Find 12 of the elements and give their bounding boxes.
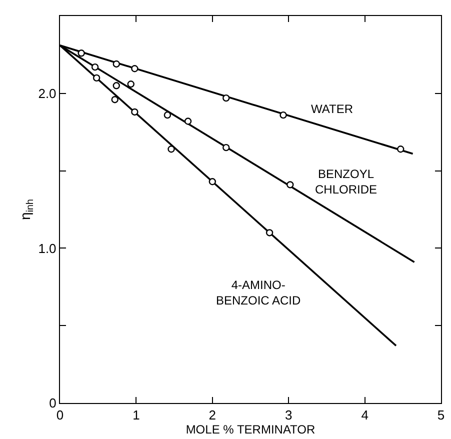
y-tick-label: 0 xyxy=(49,396,56,411)
x-tick-label: 5 xyxy=(437,408,445,423)
y-tick-label: 2.0 xyxy=(38,86,56,101)
series-label: BENZOYL CHLORIDE xyxy=(315,167,378,197)
x-tick-label: 2 xyxy=(208,408,216,423)
x-tick-label: 3 xyxy=(284,408,292,423)
series-label: WATER xyxy=(311,102,354,116)
series-label: 4-AMINO- BENZOIC ACID xyxy=(216,278,302,308)
x-tick-label: 4 xyxy=(361,408,368,423)
y-tick-label: 1.0 xyxy=(38,240,56,256)
x-tick-label: 1 xyxy=(132,408,140,423)
x-axis-title: MOLE % TERMINATOR xyxy=(186,422,316,437)
